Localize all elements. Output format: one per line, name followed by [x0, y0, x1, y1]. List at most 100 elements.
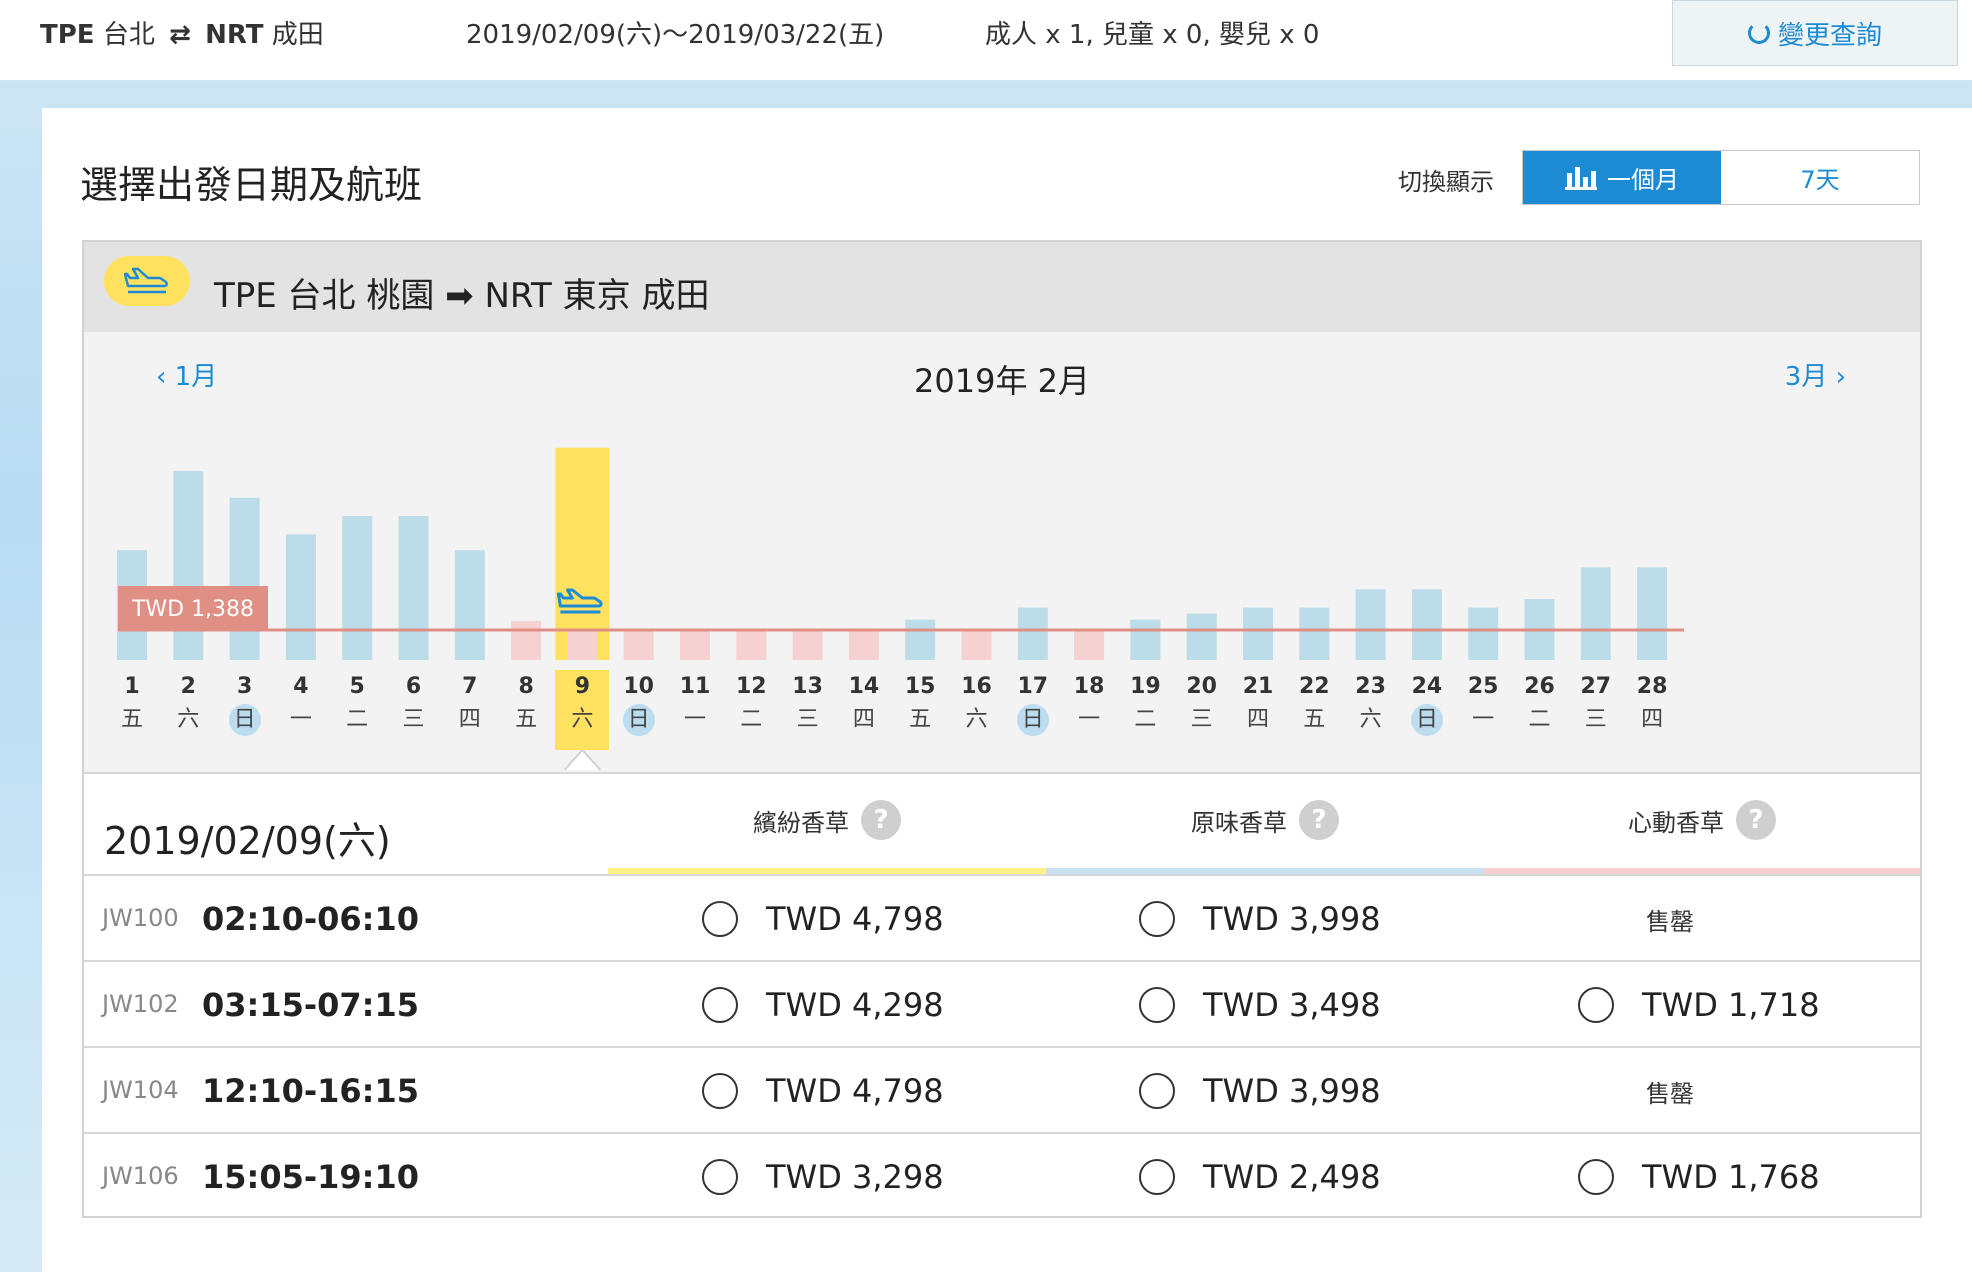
price-bar[interactable]	[1580, 567, 1611, 660]
day-number: 18	[1073, 674, 1105, 699]
fare-radio[interactable]	[1578, 987, 1614, 1023]
unavailable-bar[interactable]	[792, 629, 823, 661]
view-month-button[interactable]: 一個月	[1523, 151, 1721, 204]
fare-price: TWD 3,298	[766, 1158, 944, 1196]
day-cell[interactable]: 15 五	[893, 670, 947, 736]
unavailable-bar[interactable]	[961, 629, 992, 661]
price-bar[interactable]	[905, 619, 936, 660]
fare-radio[interactable]	[702, 901, 738, 937]
flight-number: JW104	[102, 1076, 179, 1104]
unavailable-bar[interactable]	[1074, 629, 1105, 661]
change-search-button[interactable]: 變更查詢	[1672, 0, 1958, 66]
price-bar[interactable]	[1411, 589, 1442, 660]
sold-out-label: 售罄	[1646, 907, 1694, 936]
day-cell[interactable]: 23 六	[1344, 670, 1398, 736]
unavailable-bar[interactable]	[680, 629, 710, 661]
day-cell[interactable]: 27 三	[1569, 670, 1623, 736]
fare-radio[interactable]	[702, 987, 738, 1023]
prev-month-link[interactable]: ‹ 1月	[156, 356, 217, 393]
day-cell[interactable]: 21 四	[1231, 670, 1285, 736]
fare-radio[interactable]	[1578, 1159, 1614, 1195]
fare-radio[interactable]	[1139, 901, 1175, 937]
price-bar[interactable]	[285, 534, 316, 660]
price-bar[interactable]	[1017, 607, 1048, 660]
price-bar[interactable]	[1130, 619, 1161, 660]
weekday-label: 五	[1303, 707, 1326, 732]
fare-cell[interactable]: TWD 3,998	[1139, 876, 1381, 962]
fare-cell[interactable]: TWD 4,798	[702, 876, 944, 962]
flight-number: JW106	[102, 1162, 179, 1190]
flight-time: 12:10-16:15	[202, 1072, 419, 1110]
day-cell[interactable]: 14 四	[837, 670, 891, 736]
day-cell[interactable]: 12 二	[724, 670, 778, 736]
price-bar[interactable]	[454, 550, 485, 660]
day-cell[interactable]: 22 五	[1287, 670, 1341, 736]
date-range: 2019/02/09(六)～2019/03/22(五)	[466, 20, 885, 50]
help-icon[interactable]: ?	[1736, 800, 1776, 840]
day-number: 3	[236, 674, 253, 699]
fare-cell[interactable]: TWD 3,298	[702, 1134, 944, 1220]
day-cell[interactable]: 20 三	[1175, 670, 1229, 736]
selected-day-bar[interactable]	[555, 447, 610, 660]
price-bar[interactable]	[342, 516, 373, 660]
day-cell[interactable]: 13 三	[781, 670, 835, 736]
price-bar[interactable]	[1637, 567, 1668, 660]
next-month-link[interactable]: 3月 ›	[1785, 356, 1846, 393]
day-cell[interactable]: 18 一	[1062, 670, 1116, 736]
fare-cell[interactable]: TWD 1,718	[1578, 962, 1820, 1048]
day-cell[interactable]: 28 四	[1625, 670, 1679, 736]
day-cell[interactable]: 10 日	[612, 670, 666, 736]
fare-price: TWD 3,498	[1203, 986, 1381, 1024]
day-cell[interactable]: 25 一	[1456, 670, 1510, 736]
unavailable-bar[interactable]	[623, 629, 654, 661]
day-cell[interactable]: 11 一	[668, 670, 722, 736]
fare-name: 原味香草	[1191, 808, 1287, 837]
fare-radio[interactable]	[1139, 1159, 1175, 1195]
weekday-label: 四	[458, 707, 481, 732]
fare-price: TWD 2,498	[1203, 1158, 1381, 1196]
view-switch-label: 切換顯示	[1398, 168, 1494, 196]
unavailable-bar[interactable]	[511, 620, 542, 660]
fare-radio[interactable]	[702, 1073, 738, 1109]
price-bar[interactable]	[1355, 589, 1386, 660]
fare-cell[interactable]: TWD 2,498	[1139, 1134, 1381, 1220]
price-bar[interactable]	[1243, 607, 1273, 660]
weekday-label: 三	[796, 707, 819, 732]
help-icon[interactable]: ?	[861, 800, 901, 840]
day-cell[interactable]: 26 二	[1513, 670, 1567, 736]
fare-cell[interactable]: TWD 4,298	[702, 962, 944, 1048]
price-bar[interactable]	[1186, 613, 1217, 660]
fare-radio[interactable]	[1139, 1073, 1175, 1109]
day-cell[interactable]: 16 六	[950, 670, 1004, 736]
price-bar[interactable]	[229, 497, 260, 660]
fare-cell[interactable]: TWD 1,768	[1578, 1134, 1820, 1220]
fare-cell[interactable]: TWD 3,998	[1139, 1048, 1381, 1134]
day-cell[interactable]: 17 日	[1006, 670, 1060, 736]
fare-cell[interactable]: TWD 4,798	[702, 1048, 944, 1134]
fare-radio[interactable]	[1139, 987, 1175, 1023]
view-week-button[interactable]: 7天	[1721, 151, 1919, 204]
price-bar[interactable]	[1299, 607, 1330, 660]
price-bar[interactable]	[1468, 607, 1499, 660]
unavailable-bar[interactable]	[848, 629, 879, 661]
price-bar[interactable]	[173, 470, 204, 660]
fare-radio[interactable]	[702, 1159, 738, 1195]
day-cell[interactable]: 24 日	[1400, 670, 1454, 736]
fare-price: TWD 4,798	[766, 1072, 944, 1110]
help-icon[interactable]: ?	[1299, 800, 1339, 840]
day-cell[interactable]: 19 二	[1118, 670, 1172, 736]
unavailable-bar[interactable]	[736, 629, 767, 661]
fare-cell[interactable]: TWD 3,498	[1139, 962, 1381, 1048]
selection-caret	[563, 748, 602, 771]
price-bar[interactable]	[398, 516, 429, 660]
